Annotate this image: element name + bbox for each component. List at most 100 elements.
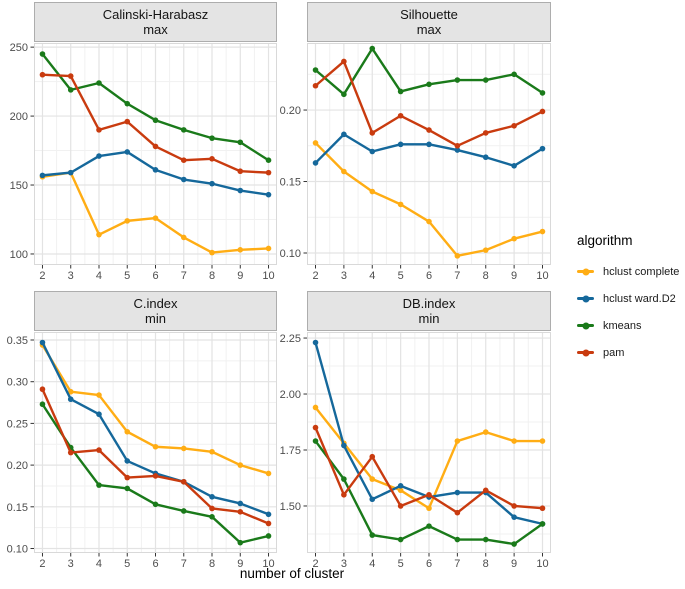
data-point <box>124 474 131 481</box>
x-tick-label: 7 <box>181 270 187 282</box>
x-tick-label: 9 <box>511 558 517 570</box>
data-point <box>341 131 347 138</box>
x-tick-label: 5 <box>398 558 404 570</box>
data-point <box>265 157 272 164</box>
data-point <box>312 339 319 346</box>
data-point <box>482 429 489 435</box>
data-point <box>369 45 376 52</box>
data-point <box>426 523 432 529</box>
data-point <box>397 487 404 494</box>
x-tick-label: 2 <box>312 270 318 282</box>
data-point <box>539 521 546 527</box>
x-tick-label: 7 <box>454 270 460 282</box>
x-tick-label: 2 <box>39 270 45 282</box>
y-tick-label: 0.15 <box>7 502 28 514</box>
data-point <box>482 247 489 253</box>
legend-item-kmeans: kmeans <box>577 312 679 339</box>
data-point <box>124 485 131 492</box>
legend-item-label: hclust complete <box>603 265 680 278</box>
x-tick-label: 4 <box>369 558 375 570</box>
x-tick-label: 3 <box>341 270 347 282</box>
y-tick-label: 2.00 <box>280 389 301 401</box>
data-point <box>312 424 319 431</box>
data-point <box>124 118 131 125</box>
data-point <box>152 117 159 124</box>
data-point <box>96 392 102 398</box>
data-point <box>39 339 46 346</box>
legend-item-label: pam <box>603 346 625 359</box>
data-point <box>209 493 215 500</box>
y-tick-label: 0.30 <box>7 377 28 389</box>
legend-key-dot-icon <box>582 349 589 356</box>
data-point <box>454 489 461 496</box>
data-point <box>341 91 347 98</box>
data-point <box>237 509 244 515</box>
y-tick-label: 0.10 <box>7 543 28 555</box>
x-tick-label: 9 <box>237 270 243 282</box>
data-point <box>511 122 517 129</box>
x-tick-label: 5 <box>124 270 130 282</box>
data-point <box>341 476 347 482</box>
x-tick-label: 9 <box>237 558 243 570</box>
legend-key-line-icon <box>577 268 594 275</box>
data-point <box>209 505 215 512</box>
data-point <box>397 201 404 208</box>
y-tick-label: 0.20 <box>7 460 28 472</box>
data-point <box>426 218 432 225</box>
data-point <box>152 473 159 479</box>
data-point <box>96 411 102 418</box>
data-point <box>426 141 432 148</box>
x-tick-label: 10 <box>262 558 274 570</box>
data-point <box>454 536 461 543</box>
data-point <box>454 147 461 153</box>
data-point <box>180 445 187 452</box>
data-point <box>312 404 319 411</box>
facet-title: Calinski-Harabasz <box>102 7 209 22</box>
x-tick-label: 10 <box>536 270 548 282</box>
data-point <box>539 505 546 512</box>
data-point <box>511 438 517 444</box>
y-tick-label: 100 <box>10 249 28 261</box>
facet-subtitle: min <box>418 311 440 326</box>
legend-item-pam: pam <box>577 339 679 366</box>
data-point <box>369 130 376 136</box>
facet-strip-c-index: C.index min <box>34 291 277 331</box>
data-point <box>67 449 74 456</box>
data-point <box>265 533 272 539</box>
data-point <box>265 511 272 518</box>
x-tick-label: 2 <box>312 558 318 570</box>
data-point <box>312 67 319 73</box>
data-point <box>180 508 187 514</box>
data-point <box>482 77 489 83</box>
x-tick-label: 6 <box>152 558 158 570</box>
data-point <box>426 127 432 133</box>
facet-title: Silhouette <box>400 7 458 22</box>
x-tick-label: 4 <box>369 270 375 282</box>
x-tick-label: 2 <box>39 558 45 570</box>
x-axis-title: number of cluster <box>239 566 345 581</box>
x-tick-label: 9 <box>511 270 517 282</box>
data-point <box>369 188 376 195</box>
data-point <box>124 100 131 107</box>
legend-key-line-icon <box>577 349 594 356</box>
data-point <box>237 139 244 146</box>
data-point <box>426 81 432 88</box>
data-point <box>67 73 74 79</box>
data-point <box>426 505 432 512</box>
data-point <box>312 438 319 444</box>
x-tick-label: 5 <box>398 270 404 282</box>
data-point <box>426 491 432 498</box>
panel-border <box>307 332 551 553</box>
data-point <box>454 142 461 149</box>
data-point <box>482 154 489 161</box>
data-point <box>397 483 404 489</box>
data-point <box>265 245 272 252</box>
data-point <box>237 539 244 546</box>
data-point <box>180 478 187 485</box>
legend-key-line-icon <box>577 295 594 302</box>
data-point <box>96 482 102 488</box>
data-point <box>265 470 272 477</box>
data-point <box>369 496 376 503</box>
legend-key-dot-icon <box>582 268 589 275</box>
